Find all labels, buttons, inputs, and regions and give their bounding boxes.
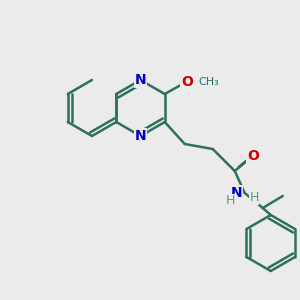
Text: N: N (231, 186, 243, 200)
Text: H: H (249, 191, 259, 204)
Text: CH₃: CH₃ (199, 77, 220, 87)
Text: H: H (226, 194, 236, 208)
Text: O: O (247, 149, 259, 163)
Text: N: N (135, 129, 146, 143)
Text: O: O (181, 75, 193, 89)
Text: N: N (135, 73, 146, 87)
